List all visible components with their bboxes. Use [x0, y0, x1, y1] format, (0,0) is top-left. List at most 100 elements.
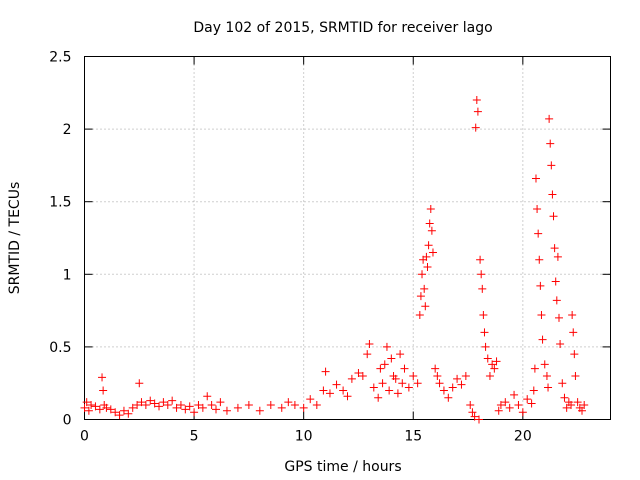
- data-point: [266, 400, 275, 409]
- data-point: [172, 403, 181, 412]
- data-point: [176, 400, 185, 409]
- data-point: [476, 255, 485, 264]
- data-point: [423, 263, 432, 272]
- data-point: [87, 400, 96, 409]
- x-tick-label: 5: [190, 429, 199, 445]
- data-point: [431, 364, 440, 373]
- data-point: [477, 270, 486, 279]
- data-point: [387, 354, 396, 363]
- data-point: [540, 360, 549, 369]
- data-point: [488, 360, 497, 369]
- data-point: [233, 403, 242, 412]
- data-point: [319, 386, 328, 395]
- data-point: [554, 313, 563, 322]
- data-point: [518, 408, 527, 417]
- data-point: [91, 402, 100, 411]
- data-point: [416, 292, 425, 301]
- data-point: [533, 204, 542, 213]
- data-point: [569, 328, 578, 337]
- data-point: [549, 212, 558, 221]
- y-tick-label: 0: [63, 413, 72, 429]
- data-point: [492, 357, 501, 366]
- data-point: [98, 373, 107, 382]
- data-point: [369, 383, 378, 392]
- data-point: [571, 371, 580, 380]
- data-point: [514, 400, 523, 409]
- grid-layer: [84, 56, 611, 420]
- data-point: [124, 409, 133, 418]
- data-point: [404, 383, 413, 392]
- x-axis-label: GPS time / hours: [284, 459, 401, 475]
- data-point: [378, 379, 387, 388]
- data-point: [194, 400, 203, 409]
- data-point: [537, 310, 546, 319]
- data-series: [80, 96, 589, 424]
- data-point: [481, 342, 490, 351]
- y-tick-label: 2: [63, 122, 72, 138]
- x-tick-label: 10: [295, 429, 313, 445]
- data-point: [475, 415, 483, 424]
- data-point: [354, 369, 363, 378]
- chart-title: Day 102 of 2015, SRMTID for receiver lag…: [193, 20, 492, 36]
- data-point: [548, 190, 557, 199]
- data-point: [425, 219, 434, 228]
- data-point: [222, 406, 231, 415]
- data-point: [527, 399, 536, 408]
- data-point: [284, 398, 293, 407]
- data-point: [190, 408, 199, 417]
- data-point: [365, 339, 374, 348]
- data-point: [106, 405, 115, 414]
- data-point: [483, 354, 492, 363]
- data-point: [255, 406, 264, 415]
- data-point: [115, 411, 124, 420]
- data-point: [420, 284, 429, 293]
- data-point: [343, 392, 352, 401]
- data-point: [347, 374, 356, 383]
- data-point: [470, 412, 479, 421]
- data-point: [479, 310, 488, 319]
- data-point: [398, 379, 407, 388]
- data-point: [485, 371, 494, 380]
- data-point: [203, 392, 212, 401]
- data-point: [409, 371, 418, 380]
- data-point: [111, 408, 120, 417]
- data-point: [212, 405, 220, 414]
- data-point: [128, 403, 137, 412]
- data-point: [562, 403, 571, 412]
- data-point: [299, 403, 308, 412]
- data-point: [494, 406, 503, 415]
- data-point: [400, 364, 409, 373]
- data-point: [480, 328, 489, 337]
- data-point: [531, 174, 540, 183]
- data-point: [570, 350, 579, 359]
- data-point: [422, 252, 431, 261]
- data-point: [466, 400, 475, 409]
- data-point: [428, 248, 437, 257]
- data-point: [547, 161, 556, 170]
- data-point: [216, 398, 225, 407]
- data-point: [551, 277, 560, 286]
- data-point: [568, 310, 577, 319]
- data-point: [468, 408, 477, 417]
- data-point: [290, 400, 299, 409]
- data-point: [560, 393, 569, 402]
- data-point: [490, 364, 499, 373]
- data-point: [207, 400, 216, 409]
- data-point: [244, 400, 253, 409]
- data-point: [538, 335, 547, 344]
- data-point: [277, 403, 286, 412]
- data-point: [552, 296, 561, 305]
- data-point: [84, 406, 93, 415]
- data-point: [580, 400, 589, 409]
- data-point: [567, 400, 576, 409]
- data-point: [163, 400, 172, 409]
- data-point: [382, 342, 391, 351]
- data-point: [473, 107, 482, 116]
- data-point: [415, 310, 424, 319]
- data-point: [427, 226, 436, 235]
- data-point: [536, 281, 545, 290]
- data-point: [418, 270, 427, 279]
- data-point: [332, 380, 341, 389]
- data-point: [529, 386, 538, 395]
